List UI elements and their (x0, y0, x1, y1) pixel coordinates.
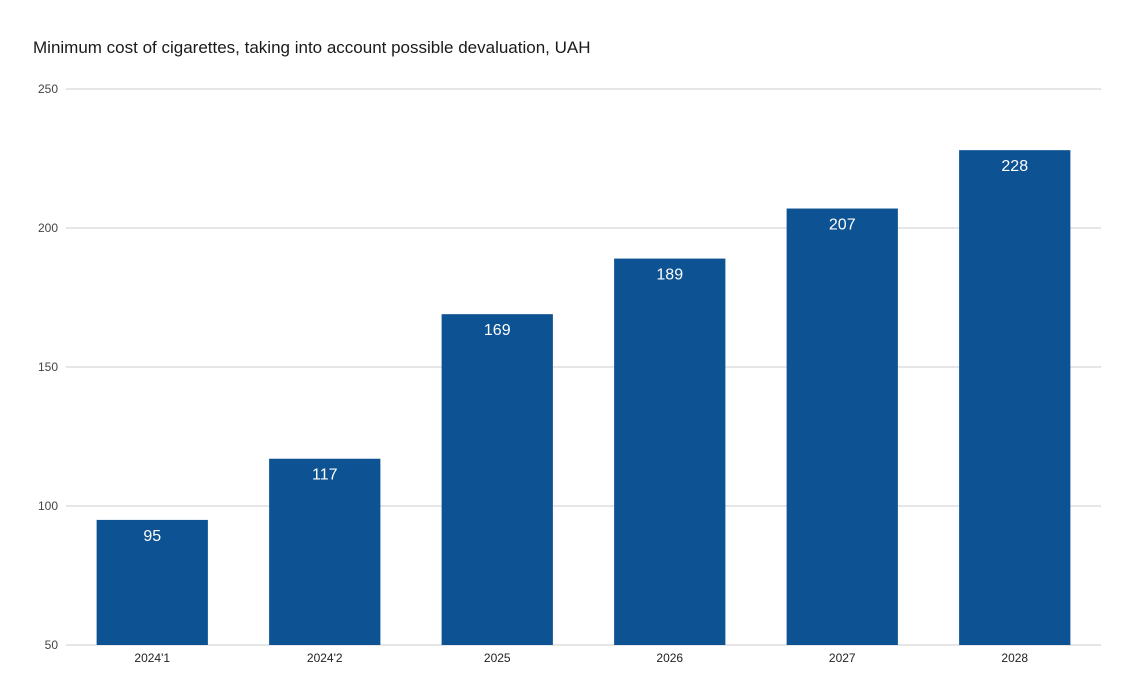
gridlines (66, 88, 1101, 646)
bar (959, 150, 1071, 645)
x-tick-label: 2028 (1001, 651, 1028, 665)
x-tick-label: 2024'1 (134, 651, 170, 665)
bar (441, 314, 553, 645)
x-axis-ticks: 2024'1 2024'2 2025 2026 2027 2028 (134, 651, 1028, 665)
x-tick-label: 2024'2 (307, 651, 343, 665)
x-tick-label: 2025 (484, 651, 511, 665)
y-tick-label: 250 (38, 82, 58, 96)
bar-value-label: 189 (656, 267, 683, 284)
bar-value-label: 228 (1001, 158, 1028, 175)
bar-value-label: 117 (312, 467, 338, 484)
bar (786, 208, 898, 646)
bar-value-label: 95 (143, 528, 161, 545)
y-tick-label: 50 (45, 638, 59, 652)
x-tick-label: 2026 (656, 651, 683, 665)
bar-value-labels: 95 117 169 189 207 228 (143, 158, 1028, 545)
y-tick-label: 100 (38, 499, 58, 513)
bar-value-label: 169 (484, 322, 511, 339)
y-tick-label: 150 (38, 360, 58, 374)
bar-value-label: 207 (829, 217, 856, 234)
y-axis-ticks: 50 100 150 200 250 (38, 82, 58, 652)
chart-title: Minimum cost of cigarettes, taking into … (33, 38, 591, 57)
bar (269, 458, 381, 645)
x-tick-label: 2027 (829, 651, 856, 665)
bars (96, 150, 1071, 646)
bar (96, 519, 208, 645)
y-tick-label: 200 (38, 221, 58, 235)
bar (614, 258, 726, 645)
